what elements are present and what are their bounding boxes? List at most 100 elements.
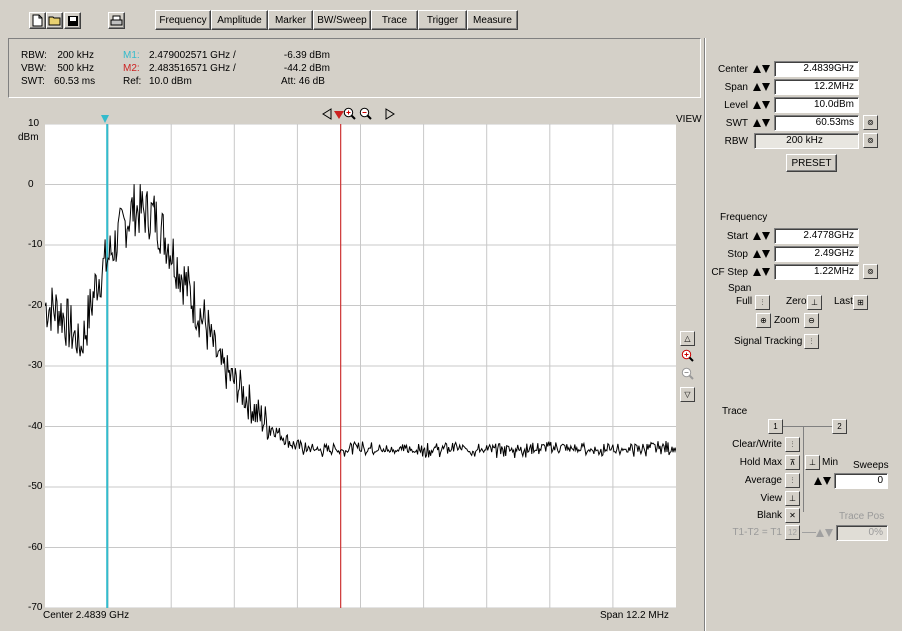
print-icon[interactable] [108, 12, 125, 29]
full-label: Full [736, 296, 753, 307]
y-tick-label: -10 [28, 239, 43, 250]
menu-amplitude[interactable]: Amplitude [211, 10, 268, 30]
clear-write-icon[interactable]: ⫶ [785, 437, 800, 452]
span-field[interactable]: 12.2MHz [774, 79, 859, 95]
y-tick-label: 10 [28, 118, 40, 129]
ref-label: Ref: [123, 76, 142, 87]
m2-frequency: 2.483516571 GHz / [149, 63, 236, 74]
m1-marker-icon[interactable] [101, 115, 109, 123]
new-file-icon[interactable] [29, 12, 46, 29]
vbw-value: 500 kHz [57, 63, 94, 74]
swt-auto-icon[interactable]: ⊚ [863, 115, 878, 130]
spectrum-chart[interactable] [45, 124, 676, 608]
t1-t2-icon[interactable]: 12 [785, 525, 800, 540]
tracepos-field[interactable]: 0% [836, 525, 888, 541]
zero-label: Zero [786, 296, 807, 307]
trace-section-title: Trace [722, 406, 748, 417]
hold-max-icon[interactable]: ⊼ [785, 455, 800, 470]
blank-trace-icon[interactable]: ✕ [785, 508, 800, 523]
m1-level: -6.39 dBm [283, 50, 330, 61]
span-text: Span 12.2 MHz [600, 610, 669, 621]
view-trace-label: View [760, 493, 783, 504]
sweeps-label: Sweeps [853, 460, 889, 471]
center-frequency-text: Center 2.4839 GHz [43, 610, 130, 621]
right-panel: Center 2.4839GHz Span 12.2MHz Level 10.0… [708, 38, 902, 631]
full-span-icon[interactable]: ⫶ [755, 295, 770, 310]
t1-t2-label: T1-T2 = T1 [732, 527, 782, 538]
stop-stepper[interactable] [752, 247, 770, 261]
y-tick-label: -40 [28, 420, 43, 432]
y-tick-label: -70 [28, 602, 43, 613]
tracepos-stepper[interactable] [815, 526, 833, 540]
pan-left-icon[interactable] [321, 108, 333, 120]
zoom-out-icon[interactable] [359, 107, 372, 120]
cf-step-auto-icon[interactable]: ⊚ [863, 264, 878, 279]
zoom-in-icon[interactable] [343, 107, 356, 120]
stop-label: Stop [727, 249, 748, 260]
level-stepper[interactable] [752, 98, 770, 112]
stop-field[interactable]: 2.49GHz [774, 246, 859, 262]
rbw-field[interactable]: 200 kHz [754, 133, 859, 149]
cf-step-stepper[interactable] [752, 265, 770, 279]
last-span-icon[interactable]: ⊞ [853, 295, 868, 310]
panel-divider [704, 38, 706, 631]
vbw-label: VBW: [21, 63, 47, 74]
start-label: Start [726, 231, 748, 242]
trace2-select-icon[interactable]: 2 [832, 419, 847, 434]
hold-min-icon[interactable]: ⊥ [805, 455, 820, 470]
cf-step-field[interactable]: 1.22MHz [774, 264, 859, 280]
sweeps-field[interactable]: 0 [834, 473, 888, 489]
average-icon[interactable]: ⫶ [785, 473, 800, 488]
signal-tracking-label: Signal Tracking [734, 336, 803, 347]
sweeps-stepper[interactable] [813, 474, 831, 488]
level-field[interactable]: 10.0dBm [774, 97, 859, 113]
zoom-span-in-icon[interactable]: ⊕ [756, 313, 771, 328]
plot-area: VIEW 10 0 -10 -20 -30 -40 -50 -60 -70 dBm Center… [8, 104, 702, 628]
pan-right-icon[interactable] [384, 108, 396, 120]
menu-trigger[interactable]: Trigger [418, 10, 467, 30]
menu-frequency[interactable]: Frequency [155, 10, 211, 30]
zoom-label: Zoom [774, 315, 800, 326]
y-unit-label: dBm [18, 132, 39, 143]
span-stepper[interactable] [752, 80, 770, 94]
center-field[interactable]: 2.4839GHz [774, 61, 859, 77]
tracepos-connector-line [802, 532, 816, 533]
signal-tracking-icon[interactable]: ⫶ [804, 334, 819, 349]
average-label: Average [744, 475, 782, 486]
min-label: Min [822, 457, 839, 468]
rbw-label: RBW [724, 136, 748, 147]
m1-label: M1: [123, 50, 140, 61]
frequency-section-title: Frequency [720, 212, 768, 223]
rbw-auto-icon[interactable]: ⊚ [863, 133, 878, 148]
view-trace-icon[interactable]: ⊥ [785, 491, 800, 506]
start-stepper[interactable] [752, 229, 770, 243]
start-field[interactable]: 2.4778GHz [774, 228, 859, 244]
blank-label: Blank [756, 510, 782, 521]
zero-span-icon[interactable]: ⊥ [807, 295, 822, 310]
preset-button[interactable]: PRESET [786, 154, 837, 172]
open-folder-icon[interactable] [46, 12, 63, 29]
menu-bw-sweep[interactable]: BW/Sweep [313, 10, 371, 30]
ref-value: 10.0 dBm [149, 76, 192, 87]
trace-line [45, 184, 676, 458]
marker-down-icon[interactable] [334, 110, 344, 120]
center-stepper[interactable] [752, 62, 770, 76]
m2-label: M2: [123, 63, 140, 74]
menu-marker[interactable]: Marker [268, 10, 313, 30]
swt-field[interactable]: 60.53ms [774, 115, 859, 131]
save-disk-icon[interactable] [64, 12, 81, 29]
swt-stepper[interactable] [752, 116, 770, 130]
menu-measure[interactable]: Measure [467, 10, 518, 30]
rbw-label: RBW: [21, 50, 47, 61]
scroll-up-icon[interactable]: △ [680, 331, 695, 346]
attenuation-text: Att: 46 dB [281, 76, 325, 87]
zoom-out-vertical-icon[interactable] [681, 367, 694, 380]
last-label: Last [834, 296, 853, 307]
zoom-span-out-icon[interactable]: ⊖ [804, 313, 819, 328]
scroll-down-icon[interactable]: ▽ [680, 387, 695, 402]
hold-max-label: Hold Max [739, 457, 782, 468]
zoom-in-vertical-icon[interactable] [681, 349, 694, 362]
trace1-select-icon[interactable]: 1 [768, 419, 783, 434]
menu-trace[interactable]: Trace [371, 10, 418, 30]
trace-tree-line [803, 427, 804, 512]
